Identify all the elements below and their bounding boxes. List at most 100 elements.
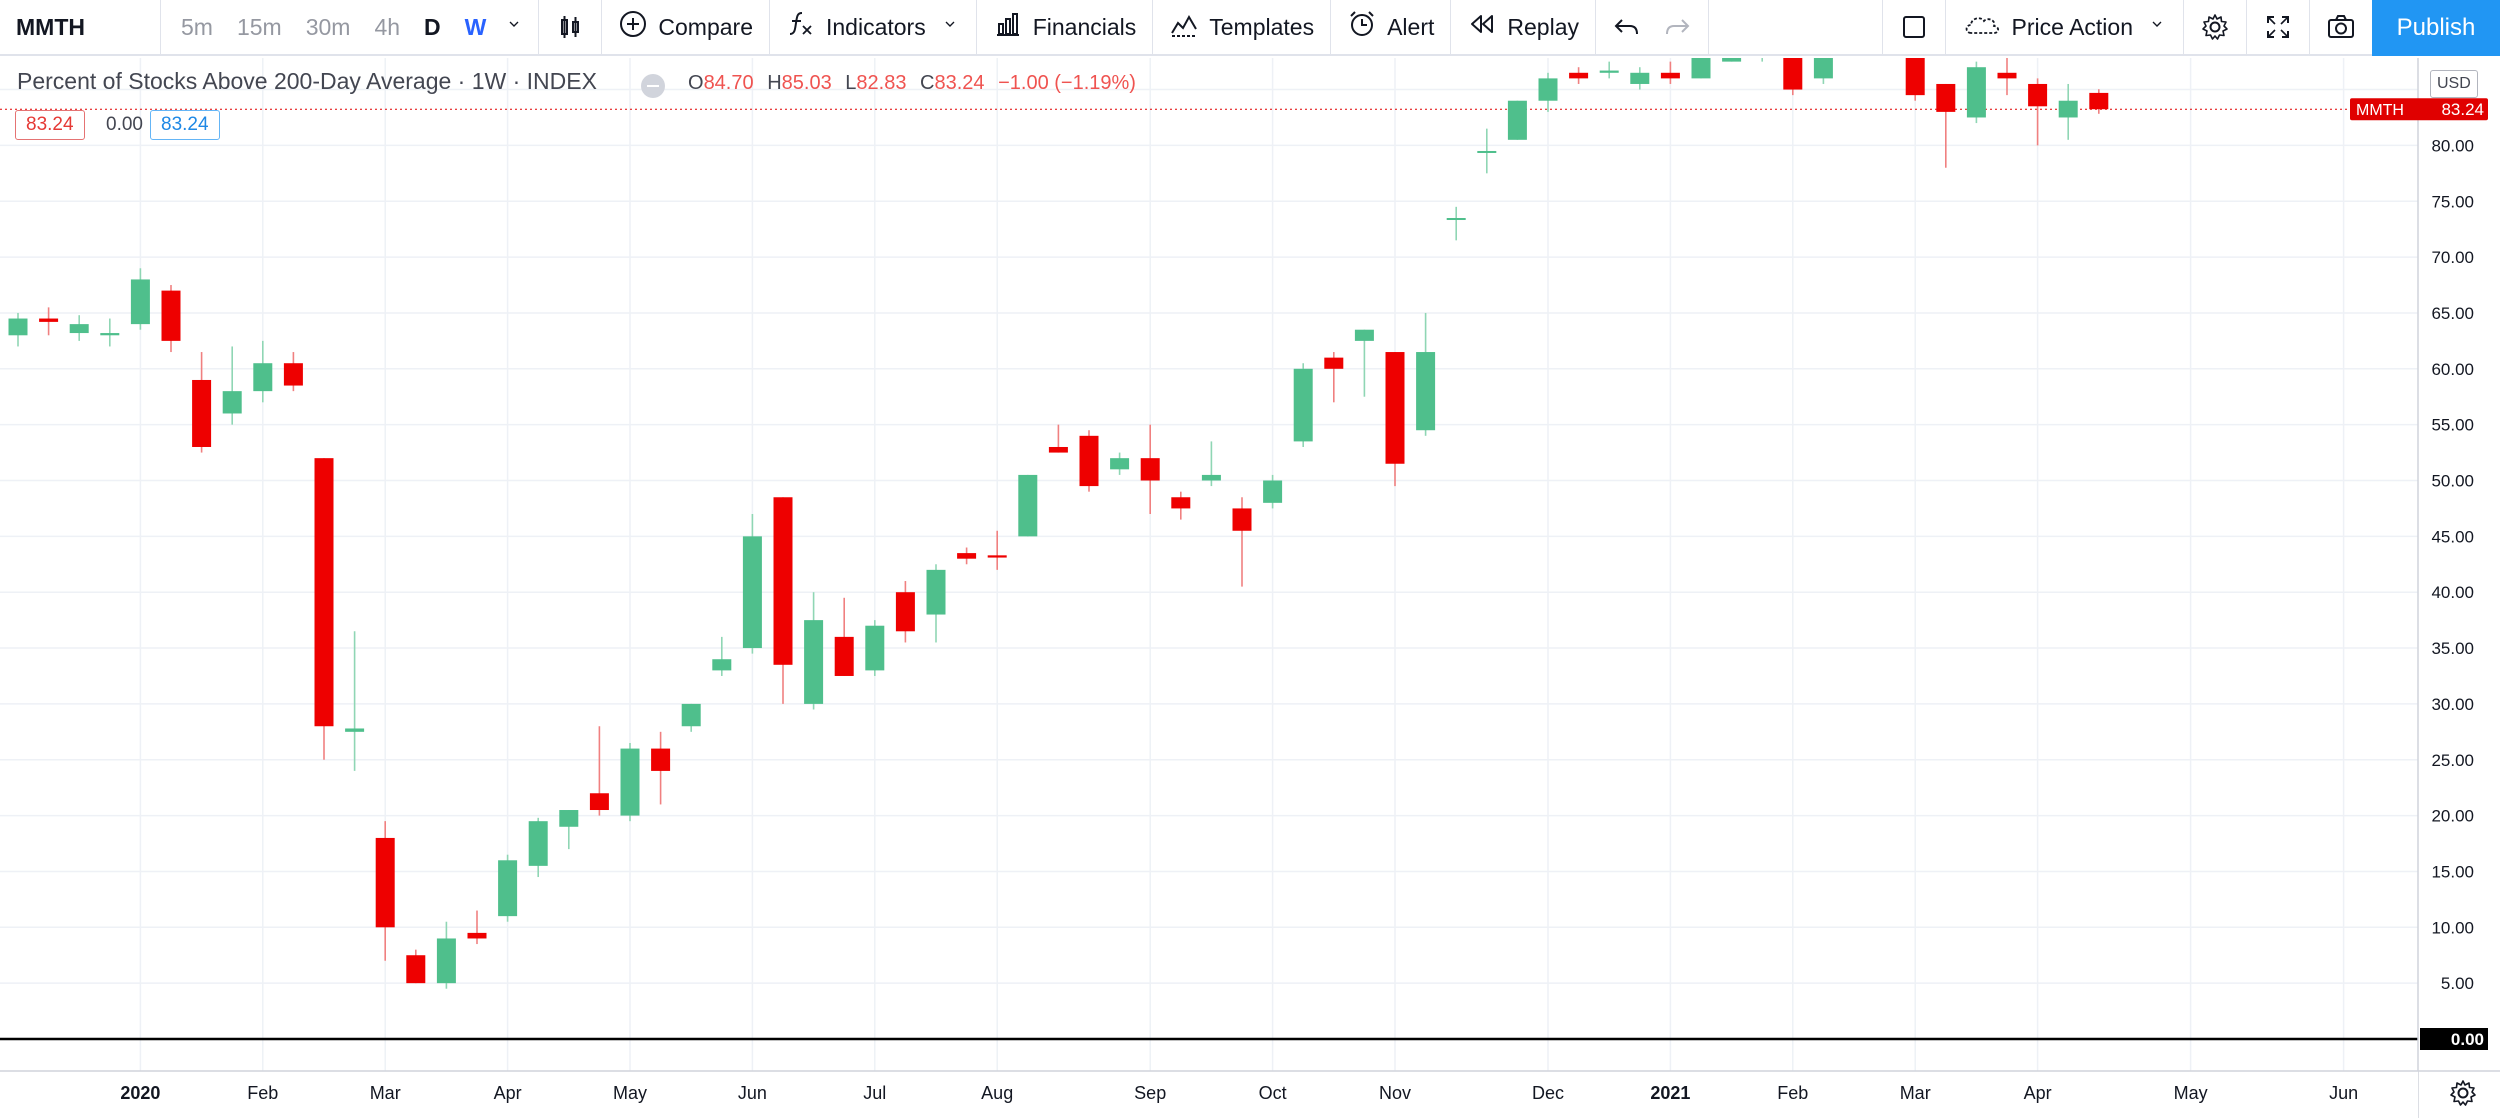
interval-30m[interactable]: 30m [305,13,351,40]
ask-value-pill[interactable]: 83.24 [150,110,220,140]
replay-button[interactable]: Replay [1451,0,1595,55]
square-icon[interactable] [1883,0,1945,55]
candle[interactable] [314,458,334,760]
bid-value-pill[interactable]: 83.24 [15,110,85,140]
candle[interactable] [1538,72,1558,112]
symbol-search[interactable]: MMTH [0,0,160,55]
chevron-down-icon[interactable] [940,9,960,45]
candle[interactable] [804,592,824,710]
candle[interactable] [712,636,732,676]
interval-15m[interactable]: 15m [236,13,282,40]
candle[interactable] [1354,329,1374,397]
candle[interactable] [467,910,487,945]
interval-4h[interactable]: 4h [374,13,401,40]
candle[interactable] [1140,424,1160,515]
candle[interactable] [345,631,365,771]
candle[interactable] [1110,452,1130,475]
chart-pane[interactable]: 105.0095.0090.0085.0080.0075.0070.0065.0… [0,58,2500,1118]
candle[interactable] [1599,61,1619,79]
redo-icon[interactable] [1652,0,1708,55]
candle[interactable] [1966,61,1986,124]
candle[interactable] [865,620,885,676]
candle[interactable] [742,514,762,654]
candle[interactable] [1385,352,1405,487]
candle[interactable] [39,307,59,336]
candles-icon[interactable] [539,0,601,55]
candle[interactable] [1171,491,1191,520]
candle[interactable] [498,854,518,922]
candle[interactable] [1997,58,2017,96]
price-chart[interactable]: 105.0095.0090.0085.0080.0075.0070.0065.0… [0,58,2500,1118]
gear-icon[interactable] [2448,1078,2478,1113]
candle[interactable] [1446,206,1466,241]
camera-icon[interactable] [2310,0,2372,55]
candle[interactable] [8,312,28,347]
chevron-down-icon[interactable] [498,9,530,45]
candle[interactable] [1293,363,1313,447]
candle[interactable] [100,318,120,347]
candle[interactable] [1936,83,1956,168]
legend-toggle[interactable] [640,73,666,104]
compare-button[interactable]: Compare [602,0,769,55]
candle[interactable] [69,315,89,341]
candle[interactable] [436,921,456,989]
candle[interactable] [2028,78,2048,146]
publish-button[interactable]: Publish [2372,0,2500,56]
candle[interactable] [1201,441,1221,487]
financials-button[interactable]: Financials [977,0,1153,55]
candle[interactable] [926,564,946,643]
currency-badge[interactable]: USD [2430,70,2478,98]
candle[interactable] [406,949,426,984]
candle[interactable] [1783,58,1803,96]
candle[interactable] [253,340,273,403]
candle[interactable] [1630,67,1650,90]
candle[interactable] [1079,430,1099,492]
candle[interactable] [1722,58,1742,62]
candle[interactable] [1813,58,1833,84]
candle[interactable] [1660,61,1680,84]
candle[interactable] [957,547,977,565]
candle[interactable] [1232,497,1252,587]
interval-d[interactable]: D [424,13,441,40]
candle[interactable] [1507,100,1527,140]
candle[interactable] [1324,352,1344,403]
candle[interactable] [987,530,1007,570]
candle[interactable] [130,268,150,330]
indicators-button[interactable]: Indicators [770,0,976,55]
candle[interactable] [192,352,212,453]
candle[interactable] [375,821,395,961]
candle[interactable] [283,352,303,392]
candle[interactable] [895,581,915,643]
interval-5m[interactable]: 5m [181,13,213,40]
interval-w[interactable]: W [464,13,487,40]
alert-button[interactable]: Alert [1331,0,1450,55]
candle[interactable] [1691,58,1711,79]
candle[interactable] [2089,89,2109,114]
candle[interactable] [1905,58,1925,101]
layout-selector[interactable]: Price Action [1946,0,2183,55]
candle[interactable] [1416,312,1436,436]
undo-icon[interactable] [1596,0,1652,55]
candle[interactable] [1477,128,1497,174]
candle[interactable] [2058,83,2078,140]
candle[interactable] [681,703,701,732]
candle[interactable] [1263,474,1283,509]
candle[interactable] [1018,474,1038,537]
candle[interactable] [222,346,242,425]
fullscreen-icon[interactable] [2247,0,2309,55]
candle[interactable] [834,597,854,676]
candle[interactable] [1753,58,1772,62]
candle[interactable] [559,810,579,850]
templates-button[interactable]: Templates [1153,0,1330,55]
candle[interactable] [528,817,548,878]
gear-icon[interactable] [2184,0,2246,55]
candle[interactable] [651,731,671,805]
candle[interactable] [620,742,640,822]
series-title[interactable]: Percent of Stocks Above 200-Day Average … [17,68,597,94]
candle[interactable] [773,497,793,704]
candle[interactable] [161,285,181,353]
candle[interactable] [1569,67,1589,84]
candle[interactable] [589,726,609,816]
candle[interactable] [1048,424,1068,453]
chevron-down-icon[interactable] [2147,9,2167,45]
